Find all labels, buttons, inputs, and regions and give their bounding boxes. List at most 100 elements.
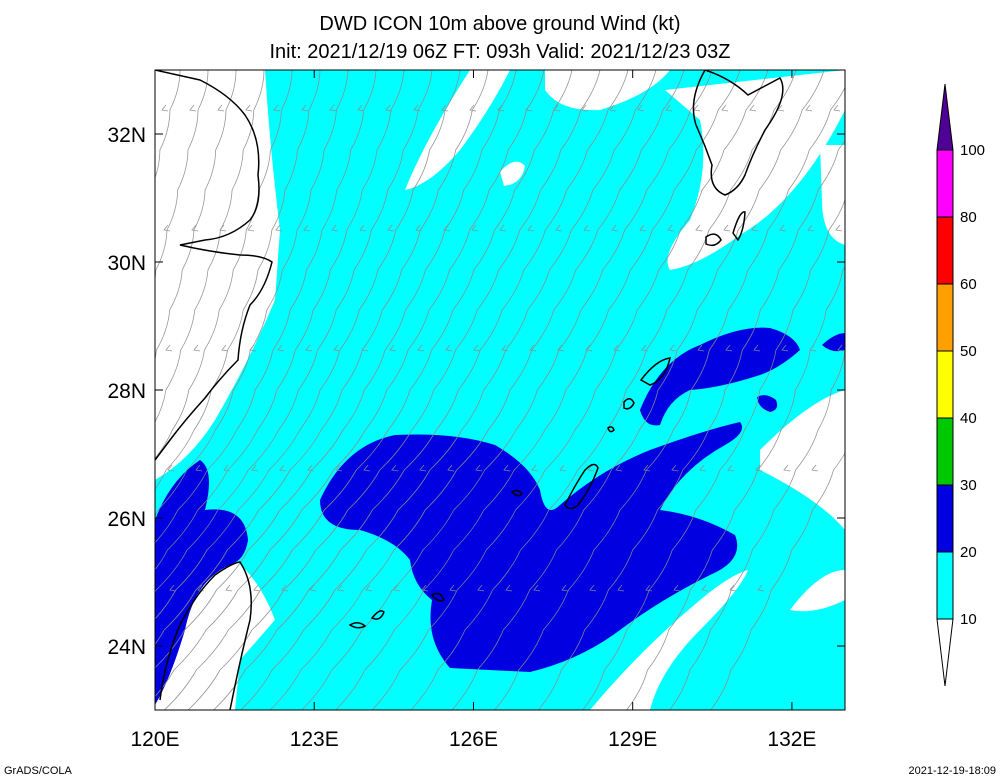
streamline-arrow [525, 104, 533, 112]
streamline [213, 70, 629, 710]
streamline-arrow [365, 584, 373, 592]
streamline-arrow [807, 224, 815, 232]
streamline-arrow [303, 224, 311, 232]
x-tick-label: 126E [449, 728, 498, 751]
streamline-arrow [189, 104, 197, 112]
streamline-arrow [729, 584, 737, 592]
map-area [0, 70, 845, 750]
x-tick-label: 123E [290, 728, 339, 751]
streamline-arrow [223, 464, 231, 472]
streamline [669, 349, 845, 710]
streamline-arrow [471, 224, 479, 232]
streamline-arrow [441, 104, 449, 112]
x-axis: 120E 123E 126E 129E 132E [130, 70, 816, 751]
streamline-arrow [643, 464, 651, 472]
streamline-arrow [277, 344, 285, 352]
streamline [240, 70, 657, 710]
streamline-arrow [391, 464, 399, 472]
streamline-arrow [249, 344, 257, 352]
streamline [0, 70, 12, 750]
streamline-arrow [253, 584, 261, 592]
streamline-arrow [307, 464, 315, 472]
streamline-arrow [497, 104, 505, 112]
streamline-arrow [559, 464, 567, 472]
streamline-arrow [219, 224, 227, 232]
streamline-arrow [169, 584, 177, 592]
streamline-arrow [469, 104, 477, 112]
streamline-arrow [585, 344, 593, 352]
streamline-arrow [837, 344, 845, 352]
streamline [187, 70, 601, 710]
okinoerabu-coastline [607, 426, 615, 433]
streamline-arrow [505, 584, 513, 592]
streamline-arrow [779, 224, 787, 232]
colorbar-segment-top [936, 83, 954, 151]
streamline-arrow [443, 224, 451, 232]
streamline [301, 70, 713, 710]
streamline [0, 70, 96, 750]
streamline-arrow [781, 344, 789, 352]
streamline-arrow [835, 224, 843, 232]
streamline-arrow [309, 584, 317, 592]
streamline-arrow [583, 224, 591, 232]
streamline [538, 139, 845, 710]
colorbar-segment [936, 216, 954, 285]
figure-title-line1: DWD ICON 10m above ground Wind (kt) [319, 13, 680, 35]
y-tick-label: 24N [107, 636, 146, 659]
streamline-arrow [809, 344, 817, 352]
streamline-arrow [221, 344, 229, 352]
streamline-arrow [527, 224, 535, 232]
y-tick-label: 30N [107, 252, 146, 275]
streamline [155, 70, 321, 490]
streamline-arrow [335, 464, 343, 472]
colorbar-label: 40 [960, 410, 977, 427]
streamline-arrow [637, 104, 645, 112]
colorbar-label: 80 [960, 209, 977, 226]
streamline [269, 70, 685, 710]
streamline-arrow [193, 344, 201, 352]
streamline-arrow [447, 464, 455, 472]
streamline-arrow [613, 344, 621, 352]
streamline-arrow [473, 344, 481, 352]
streamline-arrow [665, 104, 673, 112]
streamline-arrow [639, 224, 647, 232]
streamline [155, 70, 293, 460]
streamline-arrow [419, 464, 427, 472]
streamline [155, 70, 461, 620]
streamline-arrow [167, 464, 175, 472]
streamline-arrow [165, 344, 173, 352]
streamline [155, 70, 433, 593]
x-tick-label: 129E [608, 728, 657, 751]
streamline-arrow [553, 104, 561, 112]
streamline-arrow [251, 464, 259, 472]
streamline-arrow [225, 584, 233, 592]
streamline-arrow [699, 464, 707, 472]
streamline [155, 70, 237, 361]
tanegashima-coastline [732, 211, 746, 242]
iriomote-coastline [370, 610, 385, 620]
streamline-arrow [753, 344, 761, 352]
streamline-arrow [557, 344, 565, 352]
streamline [155, 70, 265, 423]
colorbar-label: 30 [960, 477, 977, 494]
streamline-arrow [499, 224, 507, 232]
colorbar-label: 100 [960, 142, 985, 159]
streamline [155, 70, 349, 517]
streamline-arrow [191, 224, 199, 232]
streamline-arrow [301, 104, 309, 112]
streamline-arrow [561, 584, 569, 592]
streamline-arrow [475, 464, 483, 472]
streamline-arrow [389, 344, 397, 352]
streamline-arrow [673, 584, 681, 592]
streamline-arrow [393, 584, 401, 592]
streamline-arrow [421, 584, 429, 592]
streamline-arrow [695, 224, 703, 232]
streamline-arrow [645, 584, 653, 592]
streamline-arrow [749, 104, 757, 112]
streamline-arrow [417, 344, 425, 352]
wind-field-calm [155, 70, 845, 710]
streamline-arrow [617, 584, 625, 592]
colorbar-segment [936, 484, 954, 553]
coastlines [155, 70, 784, 710]
